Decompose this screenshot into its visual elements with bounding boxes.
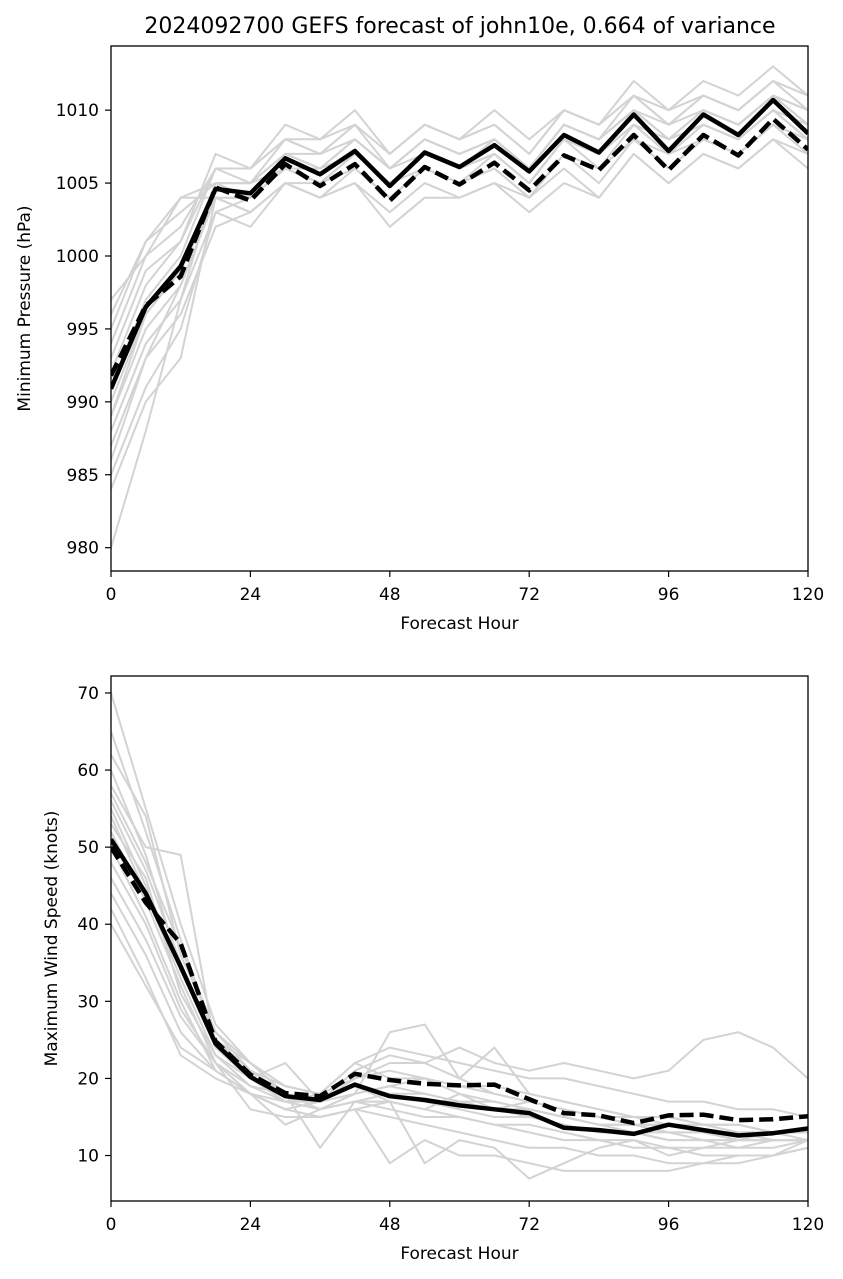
pressure-x-tick-label: 0 <box>106 585 117 605</box>
pressure-x-tick-label: 120 <box>792 585 824 605</box>
pressure-x-tick-label: 72 <box>518 585 540 605</box>
wind-y-tick-label: 20 <box>77 1069 99 1089</box>
pressure-x-axis-label: Forecast Hour <box>400 614 518 634</box>
wind-x-tick-label: 72 <box>518 1215 540 1235</box>
wind-solid-line <box>111 838 808 1138</box>
wind-y-tick-label: 50 <box>77 838 99 858</box>
wind-y-axis-label: Maximum Wind Speed (knots) <box>42 811 62 1067</box>
wind-y-tick-label: 60 <box>77 761 99 781</box>
wind-x-tick-label: 96 <box>658 1215 680 1235</box>
pressure-y-tick-label: 1000 <box>56 247 99 267</box>
wind-y-tick-label: 40 <box>77 915 99 935</box>
wind-y-tick-label: 30 <box>77 992 99 1012</box>
wind-member-line-8 <box>111 815 808 1157</box>
pressure-axes-frame <box>110 45 809 572</box>
pressure-member-line-11 <box>111 80 808 344</box>
wind-dashed-line <box>111 845 808 1126</box>
pressure-plot-area <box>111 65 808 548</box>
pressure-y-tick-label: 985 <box>67 466 99 486</box>
wind-x-tick-label: 120 <box>792 1215 824 1235</box>
pressure-y-tick-label: 1005 <box>56 174 99 194</box>
pressure-y-tick-label: 990 <box>67 393 99 413</box>
wind-plot-area <box>111 692 808 1180</box>
pressure-x-tick-label: 96 <box>658 585 680 605</box>
wind-x-tick-label: 24 <box>240 1215 262 1235</box>
wind-x-tick-label: 48 <box>379 1215 401 1235</box>
pressure-x-tick-label: 24 <box>240 585 262 605</box>
wind-panel: 0 24 48 72 96 120 10 20 30 40 50 60 70 Forecast Hour M… <box>42 675 824 1264</box>
pressure-panel: 0 24 48 72 96 120 980 985 990 995 1000 1005 1010 Fore… <box>15 45 824 634</box>
wind-x-tick-label: 0 <box>106 1215 117 1235</box>
wind-member-line-15 <box>111 923 808 1142</box>
pressure-y-tick-label: 995 <box>67 320 99 340</box>
wind-y-tick-label: 70 <box>77 684 99 704</box>
wind-axes-frame <box>110 675 809 1202</box>
wind-member-line-9 <box>111 831 808 1165</box>
figure-title: 2024092700 GEFS forecast of john10e, 0.6… <box>144 14 775 39</box>
wind-member-line-3 <box>111 754 808 1118</box>
wind-member-line-4 <box>111 769 808 1103</box>
wind-x-axis-label: Forecast Hour <box>400 1244 518 1264</box>
pressure-y-tick-label: 1010 <box>56 101 99 121</box>
pressure-x-tick-label: 48 <box>379 585 401 605</box>
wind-member-line-17 <box>111 823 808 1142</box>
pressure-solid-line <box>111 97 808 390</box>
pressure-y-axis-label: Minimum Pressure (hPa) <box>15 205 35 411</box>
pressure-y-tick-label: 980 <box>67 539 99 559</box>
pressure-member-line-3 <box>111 138 808 476</box>
wind-y-tick-label: 10 <box>77 1147 99 1167</box>
